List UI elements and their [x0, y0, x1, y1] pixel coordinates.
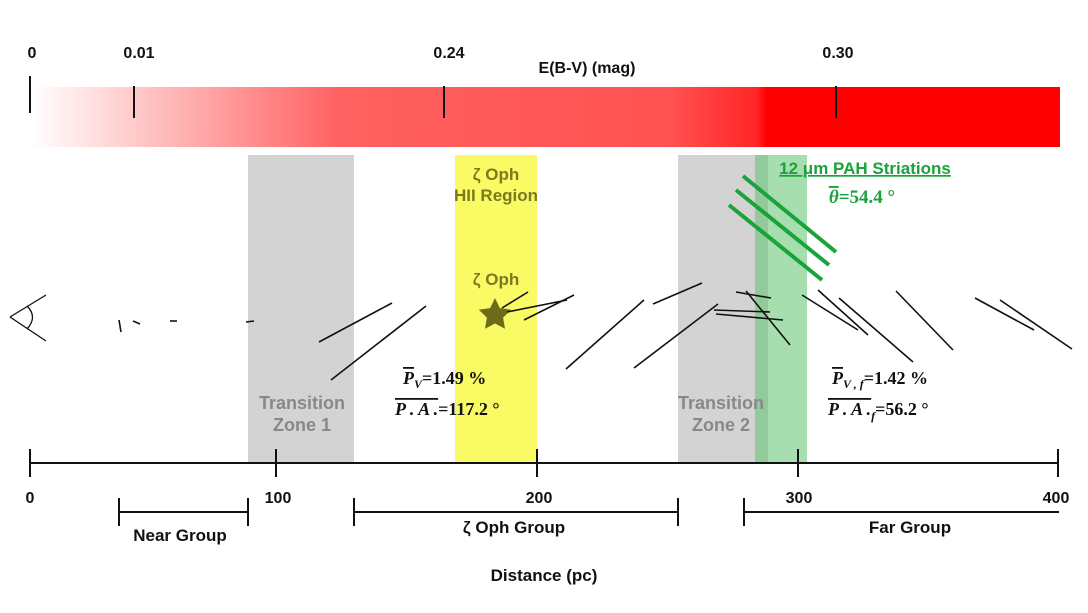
pah-line-3: [727, 203, 824, 282]
pol-vector: [713, 309, 771, 313]
ebv-tick-label-001: 0.01: [123, 45, 154, 62]
transition-zone-1-line1: Transition: [259, 393, 345, 413]
ebv-tick-label-0: 0: [28, 45, 37, 62]
near-pv-symbol: P: [402, 368, 415, 388]
ebv-gradient-bar: [30, 87, 1060, 147]
far-pv-subscript: V , f: [843, 377, 865, 391]
pol-vector: [245, 320, 255, 323]
pah-striation-band: [755, 155, 807, 463]
pol-vector: [565, 299, 645, 370]
axis-tick-label-300: 300: [786, 490, 813, 507]
pol-vector: [318, 302, 393, 343]
star-label: ζ Oph: [473, 270, 520, 289]
near-pa-symbol: P . A .: [394, 399, 438, 419]
axis-tick-label-0: 0: [26, 490, 35, 507]
pol-vector: [501, 291, 529, 309]
pol-vector: [715, 313, 784, 321]
transition-zone-2-line1: Transition: [678, 393, 764, 413]
ebv-tick-label-030: 0.30: [822, 45, 853, 62]
pah-theta: θ=54.4 °: [829, 187, 895, 208]
pol-vector: [330, 305, 427, 381]
pol-vector: [974, 297, 1035, 331]
pol-vector: [838, 297, 914, 363]
pah-theta-symbol: θ: [829, 187, 839, 208]
pol-vector: [652, 282, 703, 305]
pah-striation-lines: [727, 174, 838, 282]
near-pa-value: =117.2 °: [438, 399, 499, 419]
far-pv-symbol: P: [831, 368, 844, 388]
pol-vector: [506, 299, 568, 313]
pah-title: 12 μm PAH Striations: [779, 159, 951, 178]
near-pv: PV=1.49 %: [402, 368, 486, 391]
pol-vector: [745, 290, 791, 346]
ebv-ticks: [29, 76, 837, 118]
polarization-vectors: [118, 282, 1073, 381]
pol-vector: [895, 290, 954, 351]
near-group-label: Near Group: [133, 526, 227, 545]
axis-title: Distance (pc): [491, 566, 598, 585]
pol-vector: [999, 299, 1073, 350]
ebv-title: E(B-V) (mag): [539, 60, 636, 77]
pol-vector: [817, 289, 869, 336]
far-pa-value: =56.2 °: [875, 399, 928, 419]
zeta-group-label: ζ Oph Group: [463, 518, 565, 537]
far-pv-value: =1.42 %: [864, 368, 928, 388]
axis-tick-label-200: 200: [526, 490, 553, 507]
star-icon: [478, 298, 512, 329]
pol-vector: [523, 294, 575, 321]
pol-vector: [132, 320, 141, 325]
transition-zone-2-line2: Zone 2: [692, 415, 750, 435]
pol-vector: [633, 303, 719, 369]
pah-line-2: [734, 188, 831, 267]
near-pv-subscript: V: [414, 377, 423, 391]
distance-axis: [29, 449, 1059, 477]
hii-label-line2: HII Region: [454, 186, 538, 205]
pol-vector: [735, 291, 772, 299]
hii-label-line1: ζ Oph: [473, 165, 520, 184]
far-pa-subscript: f: [871, 409, 876, 423]
far-pa-symbol: P . A .: [827, 399, 871, 419]
far-pv: PV , f=1.42 %: [831, 368, 928, 391]
observer-eye-icon: [9, 294, 47, 342]
far-pa: P . A .f=56.2 °: [827, 399, 929, 423]
near-pa: P . A .=117.2 °: [394, 399, 500, 419]
pol-vector: [118, 319, 122, 333]
transition-zone-2-band: [678, 155, 768, 463]
transition-zone-1-line2: Zone 1: [273, 415, 331, 435]
far-group-label: Far Group: [869, 518, 951, 537]
pah-theta-value: =54.4 °: [839, 187, 895, 208]
near-pv-value: =1.49 %: [422, 368, 486, 388]
pol-vector: [801, 294, 859, 331]
transition-zone-1-band: [248, 155, 354, 463]
axis-tick-label-400: 400: [1043, 490, 1070, 507]
group-brackets: [118, 498, 1059, 526]
ebv-tick-label-024: 0.24: [433, 45, 464, 62]
axis-tick-label-100: 100: [265, 490, 292, 507]
pah-line-1: [741, 174, 838, 254]
